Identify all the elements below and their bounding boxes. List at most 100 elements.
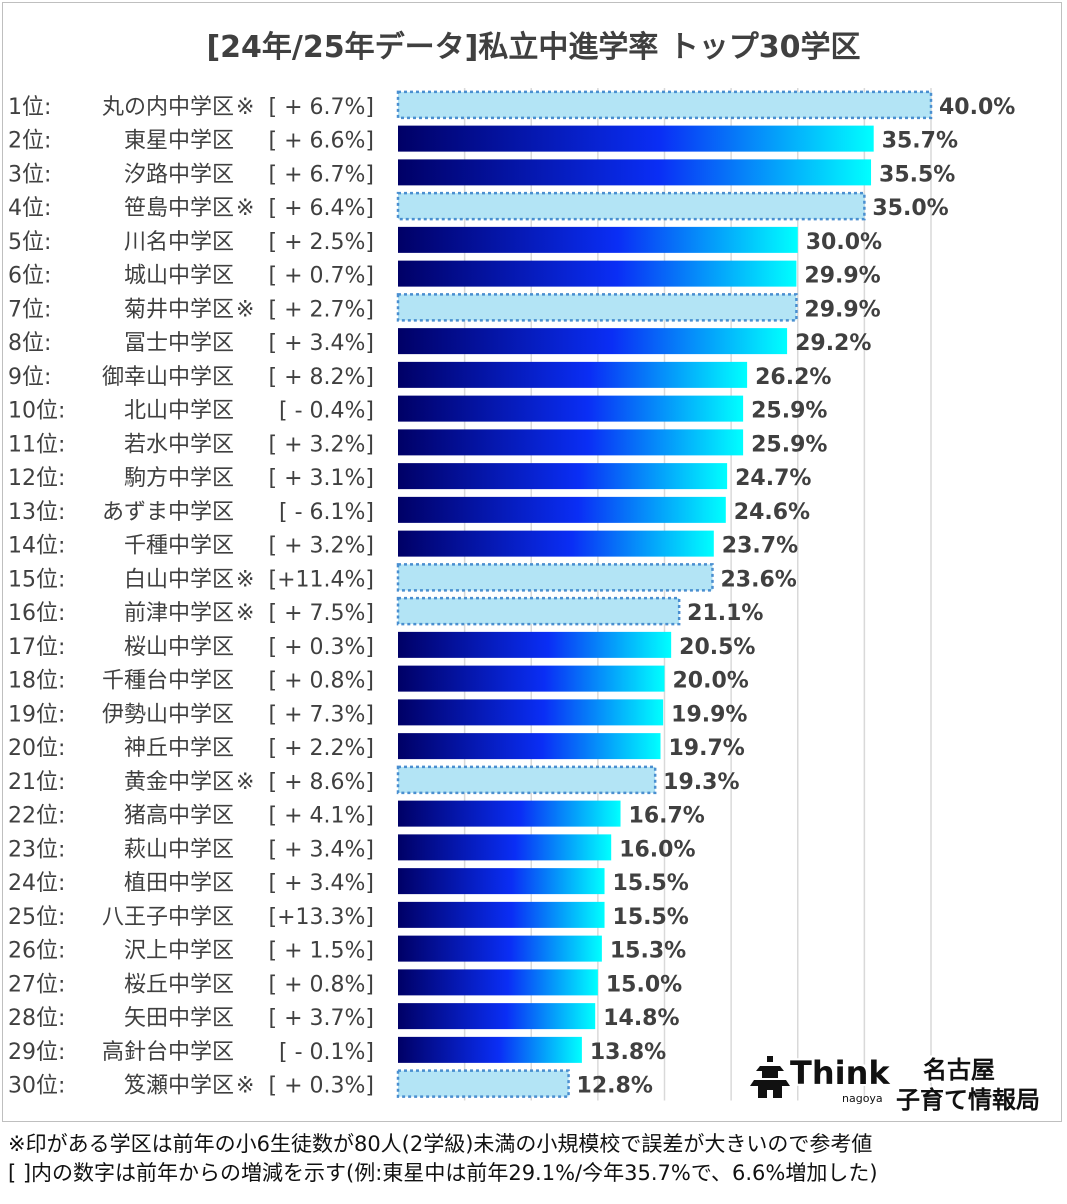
small-school-mark: ※ [236,770,254,795]
value-label: 15.5% [613,871,689,896]
bar [398,699,664,726]
rank-label: 16位: [8,601,65,626]
school-label: 八王子中学区 [102,905,234,930]
school-label: 城山中学区 [124,264,234,289]
change-label: [ + 2.7%] [269,297,374,322]
change-label: [ + 3.2%] [269,432,374,457]
bar [398,901,605,928]
school-label: 若水中学区 [124,432,234,457]
logo-brand: Think [790,1054,890,1092]
bar [398,260,797,287]
value-label: 16.0% [619,837,695,862]
rank-label: 29位: [8,1040,65,1065]
rank-label: 5位: [8,230,51,255]
logo: Think nagoya 名古屋 子育て情報局 [748,1050,1048,1114]
change-label: [ + 6.4%] [269,196,374,221]
small-school-mark: ※ [236,1074,254,1099]
bar [398,868,605,895]
school-label: 冨士中学区 [124,331,234,356]
change-label: [ + 0.8%] [269,669,374,694]
value-label: 23.6% [720,567,796,592]
rank-label: 8位: [8,331,51,356]
rank-label: 20位: [8,736,65,761]
rank-label: 28位: [8,1006,65,1031]
bar-reference [396,596,681,626]
value-label: 24.6% [734,500,810,525]
rank-label: 24位: [8,871,65,896]
rank-label: 1位: [8,95,51,120]
small-school-mark: ※ [236,601,254,626]
bar-reference [396,191,866,221]
rank-label: 30位: [8,1074,65,1099]
value-label: 29.9% [804,264,880,289]
rank-label: 27位: [8,972,65,997]
footnote-1: ※印がある学区は前年の小6生徒数が80人(2学級)未満の小規模校で誤差が大きいの… [8,1132,873,1156]
rank-label: 9位: [8,365,51,390]
school-label: 桜山中学区 [124,635,234,660]
bar [398,834,612,861]
small-school-mark: ※ [236,297,254,322]
rank-label: 3位: [8,162,51,187]
change-label: [ + 3.7%] [269,1006,374,1031]
change-label: [ - 0.1%] [279,1040,374,1065]
school-label: 千種台中学区 [102,669,234,694]
bar [398,125,874,152]
school-label: 白山中学区 [124,567,234,592]
bars [396,90,933,1098]
school-label: 笹島中学区 [124,196,234,221]
value-label: 16.7% [629,804,705,829]
school-label: 川名中学区 [124,230,234,255]
school-label: 御幸山中学区 [102,365,234,390]
bar [398,463,728,490]
value-label: 14.8% [603,1006,679,1031]
bar [398,226,798,253]
school-label: 猪高中学区 [124,804,234,829]
change-label: [ + 3.1%] [269,466,374,491]
value-labels: 40.0% 35.7% 35.5% 35.0% 30.0% 29.9% 29.9% 29.2%… [577,95,1016,1099]
change-label: [ + 4.1%] [269,804,374,829]
value-label: 29.9% [804,297,880,322]
bar-reference [396,293,798,322]
bar [398,530,714,557]
value-label: 23.7% [722,534,798,559]
footnote-2: [ ]内の数字は前年からの増減を示す(例:東星中は前年29.1%/今年35.7%… [8,1161,878,1185]
rank-label: 25位: [8,905,65,930]
small-school-mark: ※ [236,95,254,120]
rank-label: 21位: [8,770,65,795]
rank-label: 6位: [8,264,51,289]
change-label: [ + 0.3%] [269,635,374,660]
value-label: 25.9% [751,399,827,424]
bar [398,1036,582,1063]
value-label: 29.2% [795,331,871,356]
category-labels: 1位: 丸の内中学区 ※[ + 6.7%]2位: 東星中学区[ + 6.6%]3位: 汐… [8,95,374,1099]
school-label: あずま中学区 [102,500,234,525]
value-label: 35.7% [882,129,958,154]
rank-label: 18位: [8,669,65,694]
school-label: 千種中学区 [124,534,234,559]
bar [398,733,661,760]
school-label: 丸の内中学区 [102,95,234,120]
school-label: 伊勢山中学区 [102,702,234,727]
bar-reference [396,90,933,120]
bar-chart: 1位: 丸の内中学区 ※[ + 6.7%]2位: 東星中学区[ + 6.6%]3位: 汐… [8,88,1016,1101]
rank-label: 26位: [8,939,65,964]
change-label: [ + 0.7%] [269,264,374,289]
school-label: 矢田中学区 [124,1006,234,1031]
school-label: 東星中学区 [124,129,234,154]
change-label: [ + 3.4%] [269,837,374,862]
bar [398,496,726,523]
change-label: [ + 6.7%] [269,162,374,187]
change-label: [ + 1.5%] [269,939,374,964]
bar [398,800,621,827]
school-label: 桜丘中学区 [124,972,234,997]
school-label: 神丘中学区 [124,736,234,761]
bar [398,665,665,692]
small-school-mark: ※ [236,567,254,592]
logo-name-line1: 名古屋 [923,1056,995,1084]
bar [398,429,744,456]
value-label: 19.3% [663,770,739,795]
bar [398,1003,596,1030]
rank-label: 17位: [8,635,65,660]
value-label: 24.7% [735,466,811,491]
school-label: 汐路中学区 [124,162,234,187]
